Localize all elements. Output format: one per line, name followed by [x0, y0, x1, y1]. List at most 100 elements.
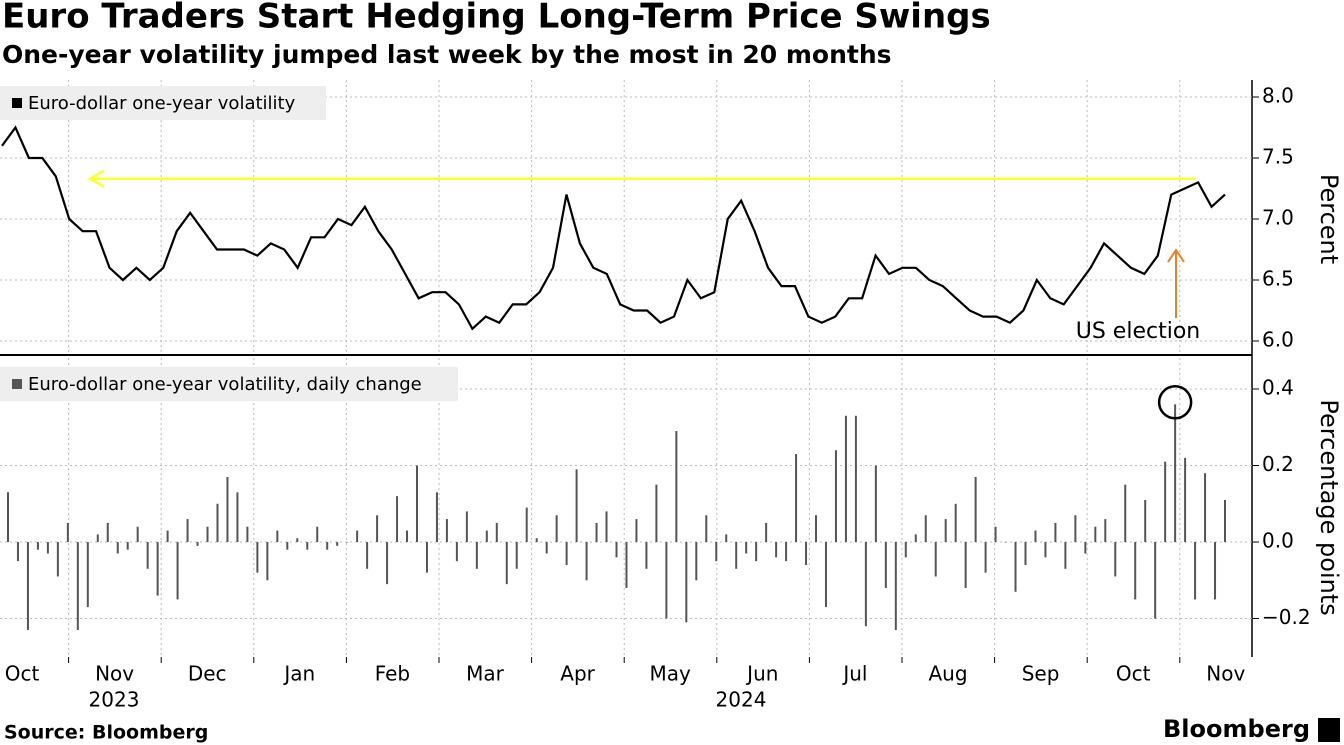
- arrow-head: [87, 169, 105, 188]
- bar: [236, 492, 239, 543]
- x-tick-label: Feb: [375, 662, 410, 686]
- bar: [854, 415, 857, 543]
- bar: [525, 507, 528, 543]
- bar: [1154, 542, 1157, 619]
- annotation: US election: [1076, 319, 1200, 344]
- bar: [106, 522, 109, 543]
- legend-label: Euro-dollar one-year volatility: [28, 93, 296, 114]
- legend-box: [0, 367, 458, 401]
- bar: [356, 530, 359, 543]
- year-label: 2024: [716, 688, 767, 712]
- bar: [1044, 542, 1047, 558]
- bar: [166, 530, 169, 543]
- bar: [615, 542, 618, 558]
- bar: [575, 469, 578, 543]
- bar: [296, 538, 299, 543]
- bar: [306, 542, 309, 550]
- x-tick-label: Mar: [466, 662, 505, 686]
- bar: [216, 503, 219, 543]
- y-tick-label: 6.5: [1262, 267, 1294, 291]
- highlight-circle: [1157, 385, 1193, 420]
- bar: [545, 542, 548, 554]
- bar: [834, 450, 837, 543]
- y-axis-label: Percentage points: [1315, 399, 1343, 615]
- bar: [735, 542, 738, 569]
- bar: [1194, 542, 1197, 600]
- x-tick-label: Jul: [841, 662, 867, 686]
- bar: [944, 519, 947, 543]
- bar: [984, 542, 987, 573]
- y-tick-label: −0.2: [1262, 605, 1311, 629]
- bar: [425, 542, 428, 573]
- bar: [665, 542, 668, 619]
- x-tick-label: Oct: [1116, 662, 1151, 686]
- bar: [16, 542, 19, 562]
- year-label: 2023: [89, 688, 140, 712]
- bar: [316, 526, 319, 543]
- bar: [884, 542, 887, 588]
- bar: [136, 526, 139, 543]
- bar: [246, 526, 249, 543]
- legend-swatch: [12, 379, 22, 389]
- bar: [76, 542, 79, 631]
- x-tick-label: Dec: [188, 662, 227, 686]
- bar: [555, 515, 558, 543]
- bar: [645, 542, 648, 569]
- y-tick-label: 6.0: [1262, 328, 1294, 352]
- bar: [1104, 519, 1107, 543]
- bar: [914, 534, 917, 543]
- bar: [625, 542, 628, 588]
- x-tick-label: Nov: [1206, 662, 1245, 686]
- bar: [66, 522, 69, 543]
- bar: [765, 522, 768, 543]
- bar: [116, 542, 119, 554]
- bar: [415, 465, 418, 543]
- bar: [1134, 542, 1137, 600]
- bar: [1084, 542, 1087, 554]
- bar: [126, 542, 129, 550]
- bar: [974, 476, 977, 543]
- bar: [695, 542, 698, 581]
- bar: [815, 515, 818, 543]
- bar: [455, 542, 458, 562]
- bar: [336, 542, 339, 546]
- bar: [824, 542, 827, 608]
- bar: [954, 503, 957, 543]
- bar: [196, 542, 199, 546]
- legend-box: [0, 86, 326, 120]
- bar: [56, 542, 59, 577]
- bar: [685, 542, 688, 623]
- x-tick-label: Nov: [95, 662, 134, 686]
- bar: [964, 542, 967, 588]
- bar: [386, 542, 389, 585]
- legend-label: Euro-dollar one-year volatility, daily c…: [28, 374, 422, 395]
- bar: [565, 542, 568, 565]
- bar: [445, 519, 448, 543]
- y-tick-label: 0.2: [1262, 452, 1294, 476]
- bar: [635, 519, 638, 543]
- bar: [1124, 484, 1127, 543]
- bar: [775, 542, 778, 558]
- bar: [276, 530, 279, 543]
- bar: [346, 542, 349, 543]
- bar: [286, 542, 289, 550]
- bar: [1174, 404, 1177, 543]
- bar: [1054, 522, 1057, 543]
- bar: [1004, 542, 1007, 543]
- bar: [1064, 542, 1067, 569]
- bar: [465, 511, 468, 543]
- bar: [96, 534, 99, 543]
- bar: [904, 542, 907, 558]
- bar: [146, 542, 149, 569]
- bar: [26, 542, 29, 631]
- bar: [745, 542, 748, 554]
- brand-icon: [1318, 718, 1340, 742]
- bar: [805, 542, 808, 565]
- bar: [226, 476, 229, 543]
- bar: [396, 496, 399, 543]
- bar: [595, 522, 598, 543]
- bar: [1114, 542, 1117, 577]
- bar: [1204, 473, 1207, 543]
- bar: [844, 415, 847, 543]
